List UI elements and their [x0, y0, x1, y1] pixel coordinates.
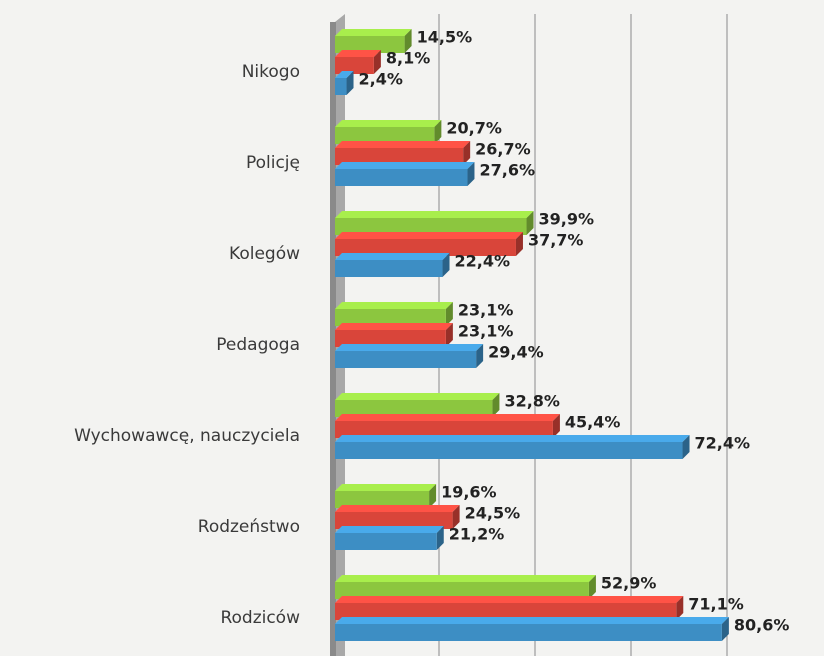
- category-label: Nikogo: [242, 62, 300, 82]
- bar-top: [335, 323, 453, 330]
- value-label: 29,4%: [488, 343, 544, 362]
- bar: [335, 533, 437, 550]
- value-label: 14,5%: [417, 28, 473, 47]
- bar-top: [335, 596, 684, 603]
- bar: [335, 239, 516, 256]
- bar-top: [335, 232, 523, 239]
- bar: [335, 309, 446, 326]
- bar-side: [445, 302, 453, 326]
- bar: [335, 624, 722, 641]
- bar-top: [335, 393, 500, 400]
- value-label: 20,7%: [446, 119, 502, 138]
- bar: [335, 330, 446, 347]
- value-label: 27,6%: [479, 161, 535, 180]
- value-label: 19,6%: [441, 483, 497, 502]
- value-label: 37,7%: [528, 231, 584, 250]
- bar-top: [335, 575, 596, 582]
- bar: [335, 218, 527, 235]
- bar-side: [436, 526, 444, 550]
- value-label: 21,2%: [449, 525, 505, 544]
- bar: [335, 491, 430, 508]
- bar: [335, 421, 553, 438]
- bar-side: [346, 71, 354, 95]
- value-label: 45,4%: [565, 413, 621, 432]
- bar: [335, 260, 443, 277]
- bar-top: [335, 526, 444, 533]
- category-label: Wychowawcę, nauczyciela: [74, 426, 300, 446]
- value-label: 24,5%: [465, 504, 521, 523]
- bar-top: [335, 71, 354, 78]
- bar-top: [335, 50, 381, 57]
- value-label: 23,1%: [458, 301, 514, 320]
- bar: [335, 351, 477, 368]
- value-label: 23,1%: [458, 322, 514, 341]
- bar-top: [335, 211, 534, 218]
- bar-top: [335, 414, 560, 421]
- value-label: 8,1%: [386, 49, 430, 68]
- bar: [335, 400, 493, 417]
- bar-side: [434, 120, 442, 144]
- bar: [335, 582, 589, 599]
- value-label: 72,4%: [695, 434, 751, 453]
- bar-top: [335, 344, 484, 351]
- bar-side: [676, 596, 684, 620]
- bar-top: [335, 162, 475, 169]
- bar: [335, 169, 468, 186]
- bar-side: [476, 344, 484, 368]
- value-label: 32,8%: [504, 392, 560, 411]
- bar-top: [335, 120, 442, 127]
- bar-side: [721, 617, 729, 641]
- bar-top: [335, 435, 690, 442]
- bar: [335, 127, 435, 144]
- category-label: Rodzeństwo: [198, 517, 300, 537]
- bar-side: [682, 435, 690, 459]
- value-label: 52,9%: [601, 574, 657, 593]
- bar-top: [335, 29, 412, 36]
- value-label: 2,4%: [359, 70, 403, 89]
- bar: [335, 78, 347, 95]
- bar-side: [492, 393, 500, 417]
- value-label: 39,9%: [539, 210, 595, 229]
- bar-top: [335, 617, 729, 624]
- bar-side: [526, 211, 534, 235]
- bar-side: [429, 484, 437, 508]
- bar-top: [335, 141, 471, 148]
- bar: [335, 57, 374, 74]
- bar-side: [515, 232, 523, 256]
- bar-side: [452, 505, 460, 529]
- category-label: Rodziców: [220, 608, 300, 628]
- bar-side: [552, 414, 560, 438]
- bar-side: [467, 162, 475, 186]
- category-label: Pedagoga: [216, 335, 300, 355]
- bar-side: [373, 50, 381, 74]
- bar: [335, 512, 453, 529]
- bar: [335, 603, 677, 620]
- category-label: Policję: [246, 153, 300, 173]
- value-label: 26,7%: [475, 140, 531, 159]
- bar-side: [404, 29, 412, 53]
- bar-top: [335, 484, 437, 491]
- bar: [335, 442, 683, 459]
- bar-side: [588, 575, 596, 599]
- bar: [335, 36, 405, 53]
- value-label: 80,6%: [734, 616, 790, 635]
- bar-top: [335, 302, 453, 309]
- value-label: 22,4%: [455, 252, 511, 271]
- bar-top: [335, 505, 460, 512]
- bar-side: [442, 253, 450, 277]
- value-label: 71,1%: [688, 595, 744, 614]
- bar-side: [463, 141, 471, 165]
- bar: [335, 148, 464, 165]
- bar-side: [445, 323, 453, 347]
- bar-top: [335, 253, 450, 260]
- axis-wall-front: [330, 22, 336, 656]
- category-label: Kolegów: [229, 244, 300, 264]
